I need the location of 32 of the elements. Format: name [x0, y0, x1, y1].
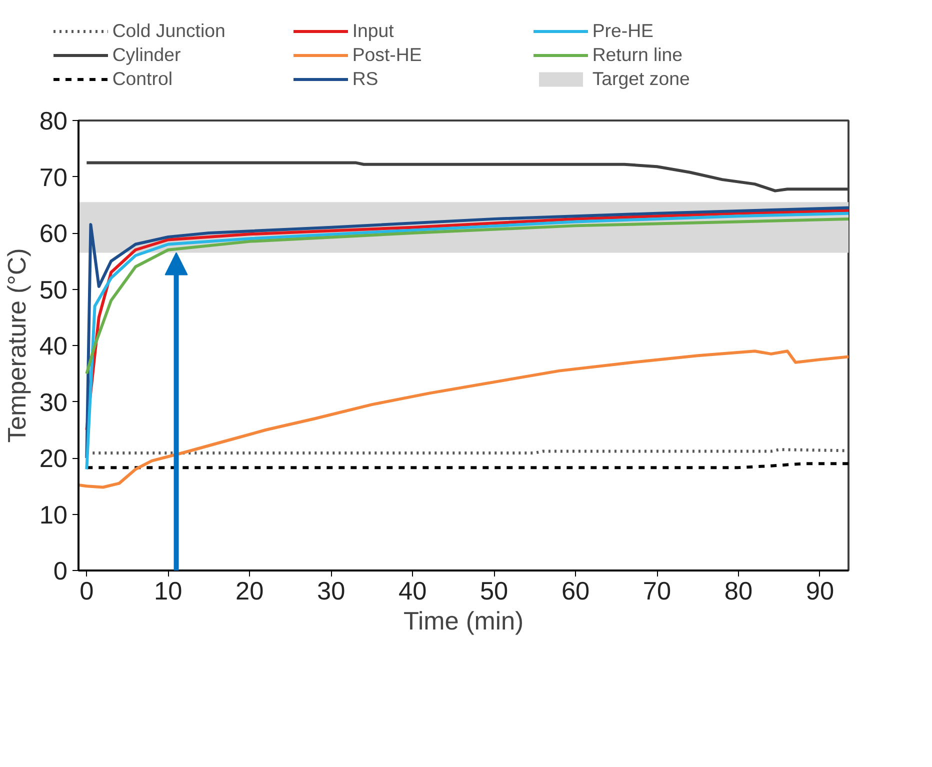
legend-label: Cold Junction — [112, 20, 226, 42]
legend-label: Cylinder — [112, 44, 181, 66]
y-tick-label: 30 — [39, 388, 68, 417]
y-tick-label: 70 — [39, 164, 68, 192]
line-series — [78, 350, 848, 489]
x-tick-label: 0 — [80, 578, 94, 606]
x-tick-label: 30 — [317, 578, 346, 606]
y-tick-label: 60 — [39, 220, 68, 248]
y-tick-label: 0 — [53, 558, 68, 586]
legend-label: Control — [112, 68, 172, 90]
legend-label: Return line — [592, 44, 683, 66]
x-tick-label: 20 — [236, 578, 264, 606]
x-axis-title: Time (min) — [403, 608, 524, 636]
legend-label: Post-HE — [352, 44, 422, 66]
x-tick-label: 60 — [561, 578, 590, 606]
y-tick-label: 20 — [39, 445, 68, 473]
legend-label: Target zone — [592, 68, 690, 90]
y-axis-title: Temperature (°C) — [3, 248, 32, 443]
line-series — [85, 217, 848, 376]
x-tick-label: 90 — [806, 578, 834, 606]
x-tick-label: 40 — [398, 578, 427, 606]
y-tick-label: 40 — [39, 332, 68, 360]
legend-label: Input — [352, 20, 394, 42]
x-tick-label: 10 — [154, 578, 182, 606]
legend-label: Pre-HE — [592, 20, 654, 42]
y-tick-label: 10 — [39, 501, 68, 530]
y-tick-label: 50 — [39, 276, 68, 304]
y-tick-label: 80 — [39, 108, 68, 136]
x-tick-label: 70 — [642, 578, 672, 606]
x-tick-label: 80 — [724, 578, 753, 606]
legend-label: RS — [352, 68, 378, 90]
x-tick-label: 50 — [480, 578, 508, 606]
